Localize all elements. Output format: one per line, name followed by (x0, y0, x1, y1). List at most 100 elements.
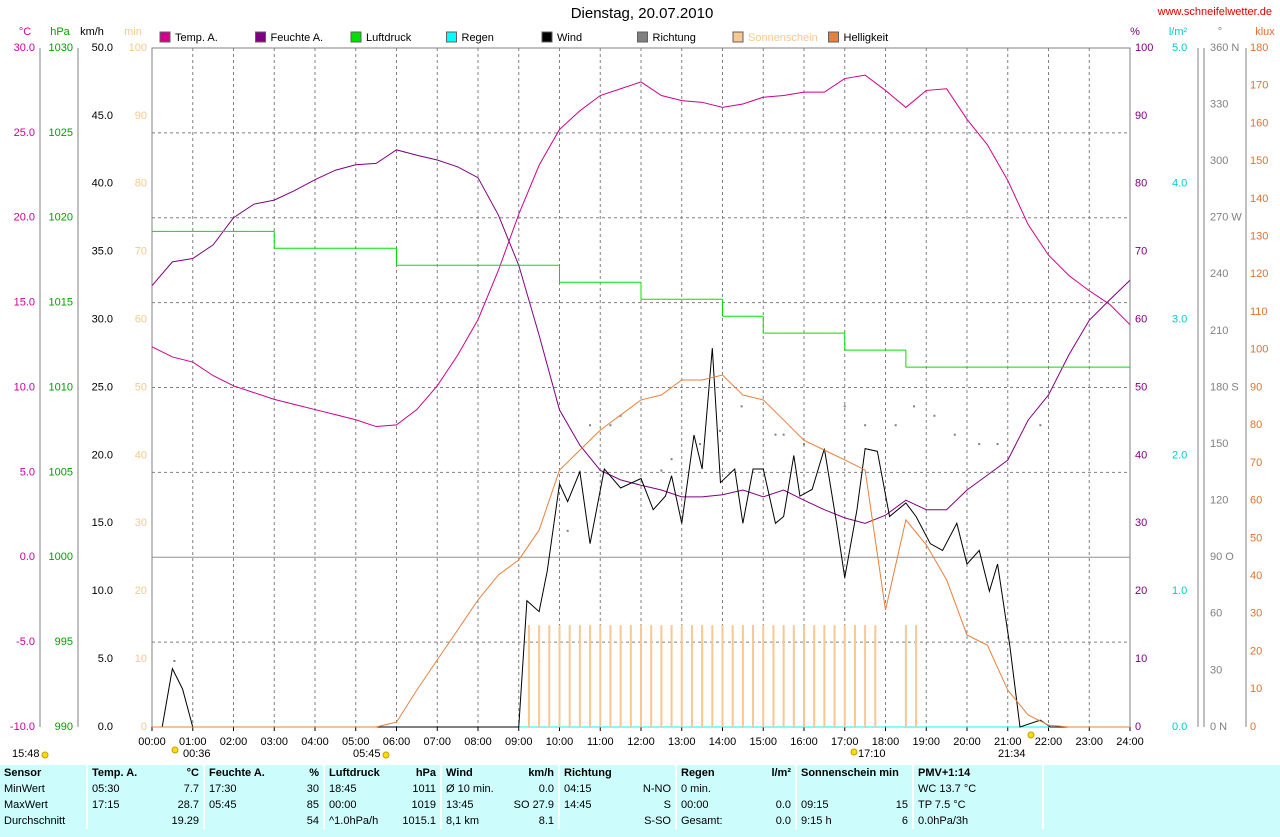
sunshine-bar (527, 625, 530, 727)
direction-dot (719, 429, 722, 432)
y-tick-label: 90 (1135, 110, 1147, 122)
y-tick-label: 30.0 (14, 42, 35, 54)
sunshine-bar (772, 625, 775, 727)
cell-text: Ø 10 min. (446, 783, 494, 795)
cell-text: °C (186, 767, 199, 779)
y-tick-label: 1005 (49, 466, 73, 478)
direction-dot (913, 405, 916, 408)
y-tick-label: 300 (1210, 155, 1228, 167)
table-cell: Richtung (559, 765, 677, 781)
table-cell: SO 27.9 13:45 (441, 797, 560, 813)
sunshine-bar (731, 625, 734, 727)
legend-label: Richtung (653, 32, 696, 44)
y-tick-label: 0 (1135, 721, 1141, 733)
x-tick-label: 06:00 (383, 736, 411, 748)
table-cell: 28.7 17:15 (87, 797, 205, 813)
sunshine-bar (741, 625, 744, 727)
cell-text: 05:45 (209, 799, 237, 811)
direction-dot (740, 405, 743, 408)
legend-swatch (350, 31, 362, 43)
cell-text: hPa (415, 767, 436, 779)
table-cell: Durchschnitt (0, 813, 88, 829)
y-tick-label: 50.0 (92, 42, 113, 54)
cell-text: S (663, 799, 671, 811)
cell-text: 0.0 (538, 783, 554, 795)
cell-text: S-SO (644, 815, 671, 827)
cell-text: 85 (306, 799, 319, 811)
cell-text: 0.0 (775, 799, 791, 811)
cell-text: Sensor (4, 767, 42, 779)
cell-text: 1011 (412, 783, 436, 795)
y-tick-label: 20 (1250, 645, 1262, 657)
x-tick-label: 13:00 (668, 736, 696, 748)
y-tick-label: 150 (1250, 155, 1268, 167)
table-cell: 0.0 00:00 (676, 797, 797, 813)
sunshine-bar (670, 625, 673, 727)
y-tick-label: 80 (135, 178, 147, 190)
cell-text: TP 7.5 °C (918, 799, 966, 811)
table-cell: 0 min. (676, 781, 797, 797)
axis-unit: hPa (50, 26, 70, 38)
y-tick-label: 50 (135, 381, 147, 393)
table-cell: WC 13.7 °C (913, 781, 1044, 797)
y-tick-label: 330 (1210, 98, 1228, 110)
y-tick-label: 0 N (1210, 721, 1227, 733)
x-tick-label: 14:00 (709, 736, 737, 748)
axis-unit: ° (1218, 26, 1222, 38)
cell-text: 28.7 (177, 799, 199, 811)
direction-dot (660, 469, 663, 472)
direction-dot (803, 443, 805, 446)
sun-icon (171, 746, 179, 754)
cell-text: Temp. A. (92, 767, 138, 779)
x-tick-label: 22:00 (1035, 736, 1063, 748)
x-tick-label: 20:00 (953, 736, 981, 748)
table-cell: 6 9:15 h (796, 813, 914, 829)
y-tick-label: 20 (1135, 585, 1147, 597)
legend-label: Helligkeit (844, 32, 889, 44)
cell-text: 1019 (411, 799, 436, 811)
y-tick-label: 60 (1250, 495, 1262, 507)
y-tick-label: 120 (1210, 495, 1228, 507)
table-cell: S 14:45 (559, 797, 677, 813)
y-tick-label: 50 (1250, 532, 1262, 544)
table-cell: km/h Wind (441, 765, 560, 781)
y-tick-label: 10 (1250, 683, 1262, 695)
cell-text: 1015.1 (402, 815, 436, 827)
table-cell: Sensor (0, 765, 88, 781)
y-tick-label: 1020 (49, 212, 73, 224)
direction-dot (978, 443, 981, 446)
legend-label: Feuchte A. (271, 32, 324, 44)
y-tick-label: 3.0 (1172, 314, 1187, 326)
direction-dot (782, 433, 785, 436)
y-tick-label: -10.0 (10, 721, 35, 733)
series-line (152, 348, 1130, 728)
legend-swatch (541, 31, 553, 43)
sun-icon (1027, 731, 1035, 739)
cell-text: 8.1 (538, 815, 554, 827)
table-row: MinWert 7.7 05:30 30 17:30 1011 18:45 0.0 Ø 10 m… (0, 781, 1044, 797)
x-tick-label: 24:00 (1116, 736, 1144, 748)
y-tick-label: 20.0 (14, 212, 35, 224)
cell-text: 15 (895, 799, 908, 811)
y-tick-label: 80 (1135, 178, 1147, 190)
legend-swatch (446, 31, 457, 43)
cell-text: 0.0 (775, 815, 791, 827)
legend-swatch (159, 31, 171, 43)
source: www.schneifelwetter.de (1157, 6, 1272, 18)
table-cell: S-SO (559, 813, 677, 829)
y-tick-label: 10 (1135, 653, 1147, 665)
direction-dot (953, 433, 956, 436)
cell-text: SO 27.9 (513, 799, 554, 811)
y-tick-label: 1000 (49, 551, 73, 563)
y-tick-label: 140 (1250, 193, 1268, 205)
x-tick-label: 04:00 (301, 736, 329, 748)
x-tick-label: 07:00 (423, 736, 451, 748)
table-cell: 15 09:15 (796, 797, 914, 813)
y-tick-label: 990 (55, 721, 73, 733)
sunshine-bar (915, 625, 918, 727)
x-tick-label: 10:00 (546, 736, 574, 748)
x-tick-label: 02:00 (220, 736, 248, 748)
y-tick-label: 2.0 (1172, 449, 1187, 461)
x-tick-label: 12:00 (627, 736, 655, 748)
legend-swatch (255, 31, 266, 43)
